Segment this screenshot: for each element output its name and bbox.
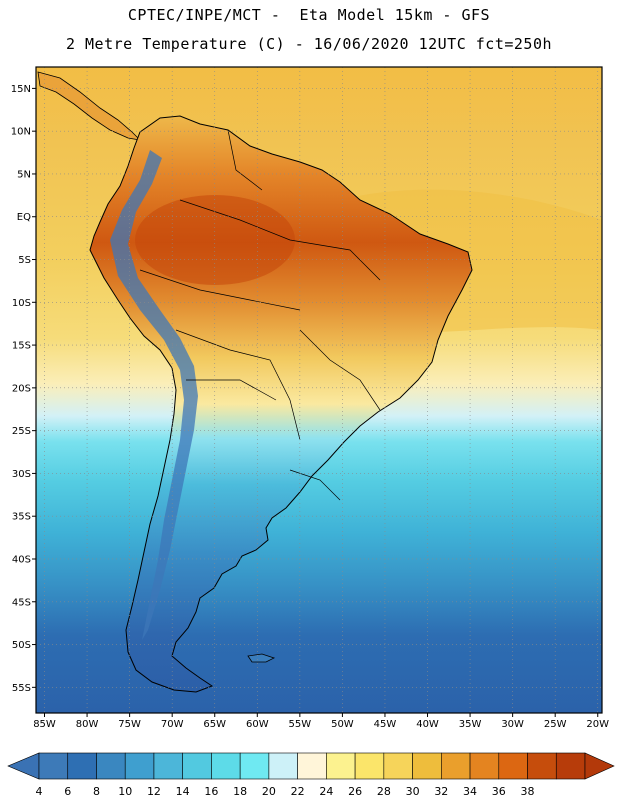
longitude-axis: 85W 80W 75W 70W 65W 60W 55W 50W 45W 40W 35W 30W 25W 2… — [33, 713, 609, 730]
colorbar-swatch — [469, 752, 500, 780]
lon-label: 40W — [416, 719, 439, 730]
colorbar-label: 36 — [492, 785, 506, 798]
colorbar-swatch — [268, 752, 298, 780]
colorbar-label: 38 — [521, 785, 535, 798]
colorbar-label: 12 — [147, 785, 161, 798]
colorbar-swatch — [153, 752, 183, 780]
map-frame — [35, 66, 603, 714]
colorbar-label: 28 — [377, 785, 391, 798]
colorbar-label: 10 — [118, 785, 132, 798]
colorbar-swatch — [527, 752, 557, 780]
colorbar-label: 4 — [36, 785, 43, 798]
colorbar-swatch — [182, 752, 212, 780]
lon-label: 65W — [203, 719, 226, 730]
lon-label: 50W — [331, 719, 354, 730]
colorbar-swatch — [239, 752, 270, 780]
lat-label: 30S — [12, 469, 31, 480]
andes-cold-ridge — [110, 150, 198, 640]
colorbar-label: 22 — [291, 785, 305, 798]
lon-label: 70W — [161, 719, 184, 730]
colorbar-swatch — [297, 752, 327, 780]
central-america — [37, 71, 142, 141]
lon-label: 55W — [289, 719, 312, 730]
lat-label: EQ — [17, 212, 31, 223]
lat-label: 40S — [12, 554, 31, 565]
colorbar-swatch — [354, 752, 385, 780]
colorbar-swatch — [211, 752, 241, 780]
lat-label: 35S — [12, 512, 31, 523]
colorbar-swatch — [555, 752, 586, 780]
colorbar-label: 30 — [406, 785, 420, 798]
colorbar-swatch — [96, 752, 126, 780]
colorbar: 4 6 8 10 12 14 16 18 20 22 24 26 28 30 32 34 36 38 — [7, 752, 615, 798]
lon-label: 80W — [76, 719, 99, 730]
colorbar-swatch — [124, 752, 155, 780]
colorbar-label: 26 — [348, 785, 362, 798]
lon-label: 20W — [586, 719, 609, 730]
country-borders — [139, 129, 381, 501]
colorbar-swatch — [38, 752, 69, 780]
lat-label: 25S — [12, 426, 31, 437]
colorbar-swatch — [383, 752, 413, 780]
lon-label: 85W — [33, 719, 56, 730]
lon-label: 25W — [544, 719, 567, 730]
lat-label: 15N — [11, 84, 31, 95]
title-line-1: CPTEC/INPE/MCT - Eta Model 15km - GFS — [127, 6, 491, 24]
colorbar-label: 16 — [204, 785, 218, 798]
lon-label: 60W — [246, 719, 269, 730]
colorbar-label: 32 — [434, 785, 448, 798]
colorbar-swatch — [412, 752, 442, 780]
colorbar-over-arrow — [584, 752, 615, 780]
lat-label: 10S — [12, 298, 31, 309]
latitude-axis: 15N 10N 5N EQ 5S 10S 15S 20S 25S 30S 35S 40S 45S 50S 5… — [11, 84, 36, 694]
lat-label: 45S — [12, 597, 31, 608]
colorbar-swatch — [498, 752, 528, 780]
colorbar-label: 24 — [319, 785, 333, 798]
lat-label: 50S — [12, 640, 31, 651]
lat-label: 5S — [18, 255, 31, 266]
colorbar-swatch — [67, 752, 97, 780]
title-line-2: 2 Metre Temperature (C) - 16/06/2020 12U… — [65, 35, 553, 53]
colorbar-label: 20 — [262, 785, 276, 798]
lat-label: 10N — [11, 127, 31, 138]
colorbar-under-arrow — [7, 752, 40, 780]
colorbar-label: 6 — [64, 785, 71, 798]
lat-label: 15S — [12, 341, 31, 352]
colorbar-label: 8 — [93, 785, 100, 798]
lat-label: 20S — [12, 383, 31, 394]
lat-label: 5N — [17, 169, 31, 180]
lon-label: 75W — [118, 719, 141, 730]
falkland-islands — [247, 653, 276, 663]
lat-label: 55S — [12, 683, 31, 694]
colorbar-label: 34 — [463, 785, 477, 798]
colorbar-label: 14 — [176, 785, 190, 798]
lon-label: 45W — [374, 719, 397, 730]
lon-label: 35W — [459, 719, 482, 730]
colorbar-label: 18 — [233, 785, 247, 798]
colorbar-swatch — [441, 752, 471, 780]
colorbar-swatch — [326, 752, 356, 780]
lon-label: 30W — [501, 719, 524, 730]
